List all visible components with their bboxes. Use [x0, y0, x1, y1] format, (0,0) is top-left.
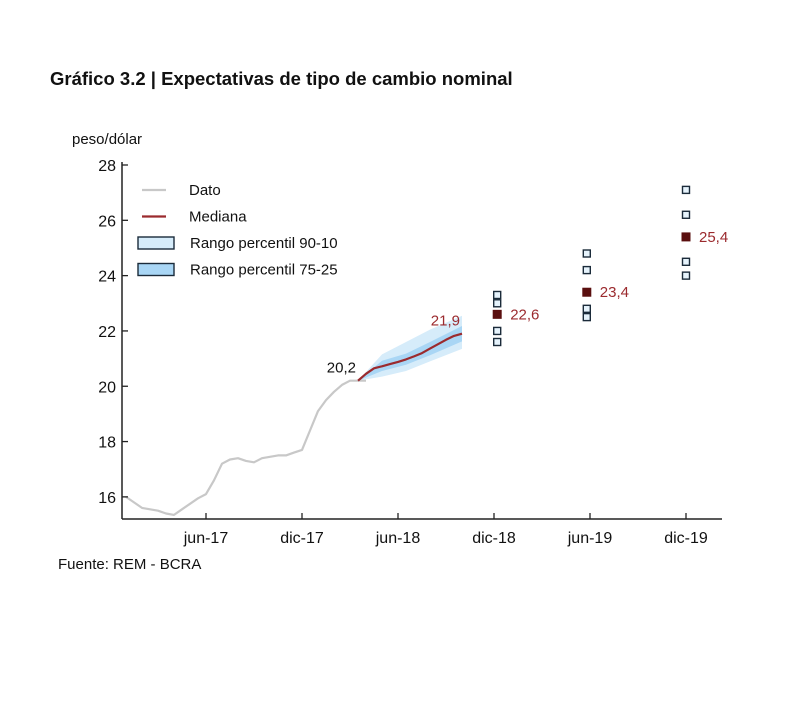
series-line-mediana	[357, 332, 463, 382]
y-tick-label: 22	[98, 324, 116, 341]
percentile-marker	[582, 304, 591, 314]
percentile-marker	[493, 299, 502, 308]
percentile-marker	[582, 265, 591, 275]
x-tick-label: dic-17	[280, 530, 324, 547]
axes: 16 18 20 22 24 26 28 jun-17 dic-17 jun-18 dic-18 ju…	[98, 158, 722, 547]
percentile-marker	[493, 326, 502, 336]
series-line-dato	[125, 379, 366, 516]
y-tick-label: 20	[98, 379, 116, 396]
percentile-marker	[493, 337, 502, 347]
percentile-marker	[582, 312, 591, 322]
percentile-marker	[493, 290, 502, 300]
x-tick-label: jun-17	[183, 530, 229, 547]
y-tick-label: 24	[98, 269, 116, 286]
percentile-bands	[358, 315, 462, 381]
source-note: Fuente: REM - BCRA	[58, 556, 202, 573]
y-tick-label: 16	[98, 490, 116, 507]
legend-label: Dato	[189, 182, 221, 199]
annotation-label: 20,2	[327, 360, 356, 377]
legend-label: Mediana	[189, 209, 247, 226]
median-value-label: 22,6	[510, 306, 539, 323]
x-tick-label: dic-19	[664, 530, 708, 547]
percentile-marker	[681, 271, 691, 280]
x-tick-label: dic-18	[472, 530, 516, 547]
series-lines	[125, 332, 463, 516]
median-value-label: 25,4	[699, 229, 728, 246]
y-axis-label: peso/dólar	[72, 131, 142, 148]
median-value-label: 23,4	[600, 284, 629, 301]
percentile-marker	[681, 185, 691, 195]
legend-swatch-band_90_10	[137, 236, 175, 250]
y-tick-label: 28	[98, 158, 116, 175]
annotations: 20,2 21,9	[327, 313, 460, 377]
y-tick-label: 26	[98, 213, 116, 230]
y-tick-label: 18	[98, 435, 116, 452]
chart-title: Gráfico 3.2 | Expectativas de tipo de ca…	[50, 68, 513, 89]
x-tick-label: jun-19	[567, 530, 613, 547]
annotation-label: 21,9	[431, 313, 460, 330]
band-75-25	[358, 326, 462, 381]
legend-label: Rango percentil 75-25	[190, 262, 338, 279]
legend-label: Rango percentil 90-10	[190, 235, 338, 252]
legend-swatch-band_75_25	[137, 262, 175, 277]
percentile-marker	[582, 249, 591, 258]
median-marker	[492, 309, 502, 319]
percentile-marker	[681, 257, 691, 266]
percentile-marker	[681, 210, 691, 219]
period-markers: 22,6 23,4 25,4	[492, 185, 728, 347]
median-marker	[582, 287, 592, 297]
median-marker	[681, 232, 691, 242]
legend: Dato Mediana Rango percentil 90-10 Rango pe…	[137, 182, 338, 279]
x-tick-label: jun-18	[375, 530, 421, 547]
